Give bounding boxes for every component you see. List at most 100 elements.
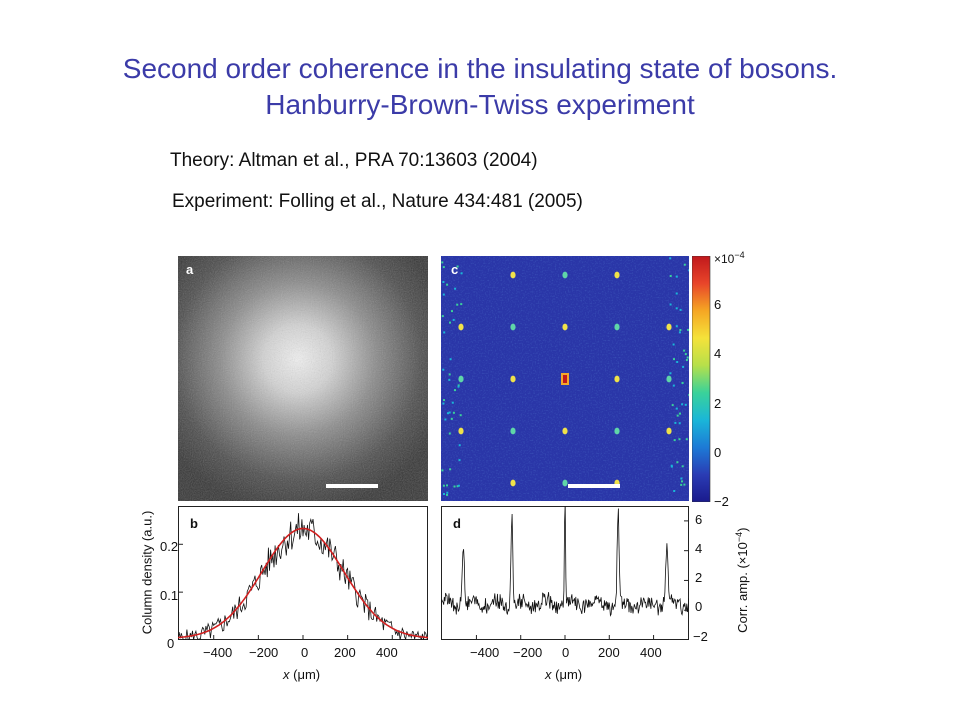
xtick: 400 (640, 645, 662, 660)
noise-speckle (448, 378, 451, 381)
xtick: 400 (376, 645, 398, 660)
correlation-peak (510, 479, 516, 487)
noise-speckle (460, 272, 463, 275)
noise-speckle (442, 281, 445, 283)
correlation-peak (510, 271, 516, 279)
xtick: −200 (513, 645, 543, 660)
ytick: −2 (693, 629, 708, 644)
noise-speckle (673, 358, 675, 361)
panel-d: d (440, 502, 690, 641)
correlation-peak (614, 271, 620, 279)
xtick: −400 (203, 645, 233, 660)
measured-density-curve (177, 513, 429, 641)
noise-speckle (451, 401, 454, 404)
noise-speckle (457, 385, 460, 388)
noise-speckle (688, 393, 691, 396)
ytick: 0 (695, 599, 703, 614)
noise-speckle (683, 349, 686, 352)
noise-speckle (671, 404, 674, 407)
correlation-peak (562, 479, 568, 487)
noise-speckle (673, 439, 676, 442)
noise-speckle (672, 343, 675, 346)
noise-speckle (675, 407, 678, 410)
colorbar-tick: −2 (714, 494, 729, 509)
noise-speckle (682, 365, 685, 368)
noise-speckle (688, 269, 691, 272)
xtick: −200 (249, 645, 279, 660)
noise-speckle (441, 469, 444, 472)
correlation-peak (458, 427, 464, 435)
noise-speckle (676, 461, 679, 464)
noise-speckle (442, 484, 445, 487)
noise-speckle (672, 384, 675, 387)
correlation-peak (614, 375, 620, 383)
noise-speckle (669, 257, 672, 260)
panel-a-label: a (186, 262, 194, 277)
noise-speckle (457, 384, 460, 387)
noise-speckle (449, 358, 452, 361)
xtick: −400 (470, 645, 500, 660)
noise-speckle (685, 438, 688, 441)
slide-title-line1: Second order coherence in the insulating… (122, 53, 838, 84)
colorbar-multiplier: ×10−4 (714, 250, 745, 266)
noise-speckle (444, 418, 447, 421)
correlation-peak (458, 375, 464, 383)
noise-speckle (673, 490, 676, 492)
noise-speckle (449, 468, 452, 471)
panel-a: a (178, 256, 428, 501)
noise-speckle (681, 480, 683, 483)
correlation-peak (510, 323, 516, 331)
noise-speckle (460, 303, 463, 306)
correlation-amplitude-curve (440, 502, 690, 617)
correlation-peak (562, 271, 568, 279)
xtick: 200 (598, 645, 620, 660)
noise-speckle (443, 493, 445, 495)
noise-speckle (456, 485, 459, 488)
ytick: 4 (695, 541, 703, 556)
colorbar-tick: 6 (714, 297, 722, 313)
noise-speckle (452, 411, 455, 414)
noise-speckle (669, 372, 672, 375)
noise-speckle (685, 359, 688, 361)
noise-speckle (446, 493, 448, 496)
noise-speckle (684, 403, 687, 406)
noise-speckle (442, 368, 445, 371)
panel-d-xlabel: x (μm) (545, 667, 583, 682)
central-peak-core (563, 375, 567, 383)
noise-speckle (669, 303, 672, 306)
noise-speckle (675, 275, 678, 278)
correlation-peak (510, 375, 516, 383)
noise-speckle (679, 308, 682, 311)
noise-speckle (684, 353, 687, 356)
noise-speckle (675, 307, 678, 310)
correlation-peak (562, 427, 568, 435)
noise-speckle (675, 292, 678, 295)
noise-speckle (459, 414, 462, 417)
noise-speckle (679, 412, 681, 415)
noise-speckle (681, 465, 684, 468)
noise-speckle (678, 422, 681, 425)
noise-speckle (446, 484, 448, 487)
noise-speckle (683, 483, 686, 486)
noise-speckle (675, 325, 678, 328)
panel-b-plot (177, 506, 429, 641)
noise-speckle (456, 265, 459, 268)
noise-speckle (686, 356, 689, 359)
correlation-peak (666, 427, 672, 435)
colorbar-tick: 0 (714, 444, 722, 460)
noise-speckle (442, 402, 445, 405)
noise-speckle (443, 399, 445, 402)
noise-speckle (452, 318, 455, 321)
correlation-peak (614, 323, 620, 331)
ytick: 2 (695, 570, 703, 585)
noise-speckle (676, 414, 679, 417)
plot-frame (178, 506, 428, 640)
noise-speckle (678, 438, 681, 441)
panel-b-label: b (190, 516, 198, 531)
plot-frame (441, 506, 689, 640)
colorbar-tick: 4 (714, 346, 722, 362)
panel-d-plot (440, 502, 690, 641)
theory-reference: Theory: Altman et al., PRA 70:13603 (200… (170, 150, 538, 171)
correlation-peak (510, 427, 516, 435)
noise-speckle (669, 275, 672, 277)
